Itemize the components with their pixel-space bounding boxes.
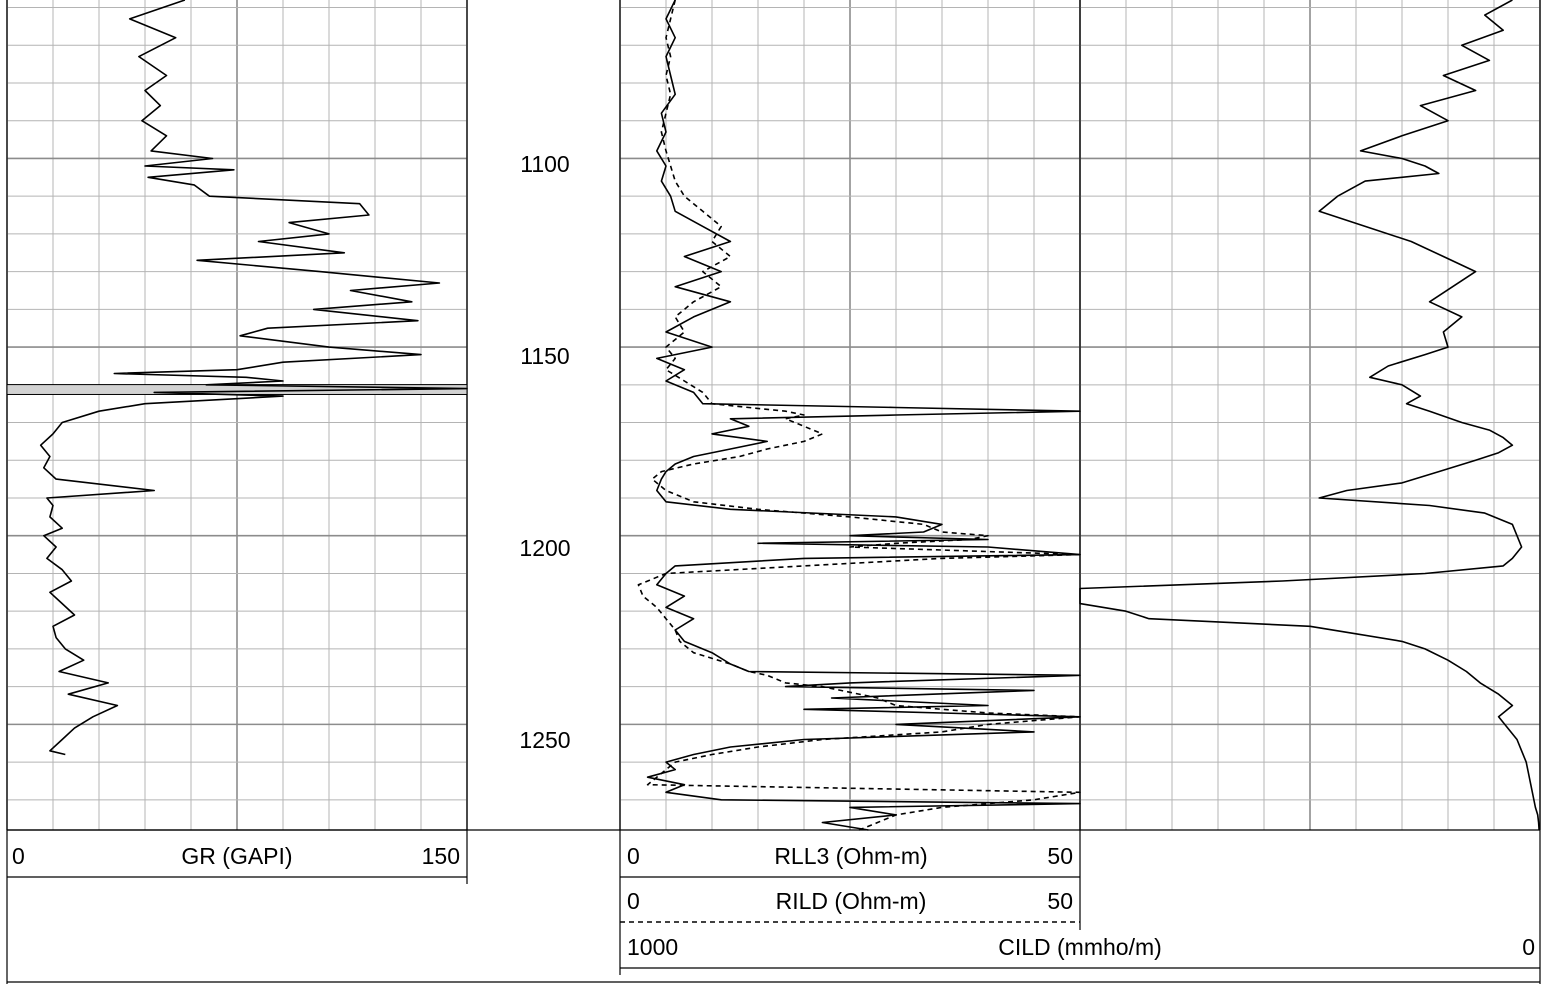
curve-layer <box>6 0 1540 831</box>
gr-scale-min: 0 <box>12 843 25 869</box>
cild-curve-name: CILD (mmho/m) <box>998 934 1162 960</box>
rild-curve <box>637 0 1081 831</box>
gr-scale-max: 150 <box>422 843 460 869</box>
depth-tick-label: 1200 <box>519 535 570 561</box>
gr-curve-name: GR (GAPI) <box>181 843 292 869</box>
rild-scale-max: 50 <box>1047 888 1073 914</box>
cild-scale-min: 1000 <box>627 934 678 960</box>
depth-tick-label: 1250 <box>519 727 570 753</box>
cild-scale-max: 0 <box>1522 934 1535 960</box>
cild-curve <box>1079 0 1540 831</box>
gr-curve <box>39 0 468 756</box>
rild-curve-name: RILD (Ohm-m) <box>776 888 927 914</box>
rll3-curve <box>646 0 1081 831</box>
depth-tick-label: 1100 <box>520 151 569 177</box>
grid-layer <box>6 0 1541 984</box>
depth-axis: 1100 1150 1200 1250 <box>519 151 570 753</box>
rll3-curve-name: RLL3 (Ohm-m) <box>774 843 927 869</box>
depth-tick-label: 1150 <box>520 343 569 369</box>
track-header: 0 GR (GAPI) 150 0 RLL3 (Ohm-m) 50 0 RILD… <box>12 843 1535 960</box>
rll3-scale-max: 50 <box>1047 843 1073 869</box>
rild-scale-min: 0 <box>627 888 640 914</box>
rll3-scale-min: 0 <box>627 843 640 869</box>
